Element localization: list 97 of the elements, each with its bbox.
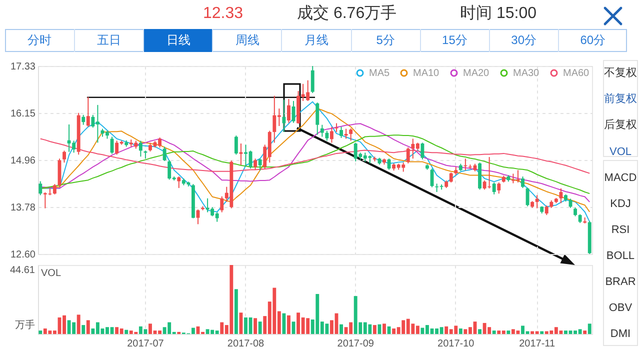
text: 分时	[26, 32, 53, 49]
bar	[234, 289, 238, 334]
candlestick	[177, 176, 181, 189]
bar	[588, 324, 592, 334]
bar	[282, 313, 286, 334]
legend-label: MA30	[513, 68, 540, 79]
bar	[86, 320, 90, 334]
text: 成交 6.76万手	[297, 4, 397, 24]
legend-label: MA10	[413, 68, 440, 79]
candlestick	[254, 158, 258, 170]
text: 时间 15:00	[460, 4, 536, 24]
candlestick	[406, 146, 410, 164]
bar	[258, 322, 262, 334]
x-tick-label: 2017-08	[227, 338, 265, 350]
text: 44.61	[10, 265, 35, 277]
text: BOLL	[605, 249, 636, 263]
candlestick	[325, 130, 329, 142]
y-tick-label: 17.33	[10, 62, 36, 72]
candlestick	[320, 124, 324, 138]
chart-title: VOL	[41, 268, 62, 279]
candlestick	[138, 140, 142, 158]
text: 5分	[350, 29, 420, 52]
bar	[38, 330, 42, 334]
candlestick	[282, 99, 286, 132]
y-tick-label: 12.60	[10, 250, 36, 260]
text: 月线	[281, 29, 351, 52]
line-series	[40, 138, 590, 174]
text: 前复权	[603, 92, 638, 106]
candlestick	[316, 102, 320, 136]
x-tick-label: 2017-09	[337, 338, 374, 350]
line-series	[40, 134, 590, 194]
bar	[340, 324, 343, 334]
y-tick-label: 16.15	[10, 108, 36, 120]
line-series	[40, 123, 590, 202]
y-tick-label: 14.96	[10, 156, 36, 167]
text: 30分	[488, 29, 558, 52]
bar	[382, 324, 386, 334]
text: 万手	[15, 320, 35, 332]
x-tick-label: 2017-11	[519, 338, 556, 350]
candlestick	[535, 194, 539, 209]
candlestick	[62, 150, 66, 164]
bar	[124, 330, 128, 334]
text: KDJ	[609, 197, 632, 211]
candlestick	[287, 98, 290, 124]
candlestick	[330, 126, 334, 144]
bar	[254, 318, 258, 334]
candlestick	[258, 158, 262, 172]
candlestick	[220, 196, 224, 213]
legend-label: MA20	[463, 68, 490, 79]
candlestick	[86, 96, 90, 128]
bar	[492, 330, 496, 334]
candlestick	[497, 182, 501, 194]
bar	[478, 329, 482, 334]
text: 五日	[74, 29, 144, 52]
bar	[540, 331, 544, 334]
x-tick-label: 2017-10	[438, 338, 475, 350]
text: 后复权	[603, 118, 638, 132]
text: 日线	[143, 29, 212, 52]
candlestick	[420, 142, 424, 160]
candlestick	[521, 176, 524, 189]
legend-label: MA60	[563, 68, 590, 79]
candlestick	[340, 126, 343, 138]
candlestick	[234, 135, 238, 156]
bar	[458, 328, 462, 334]
text: BRAR	[604, 275, 637, 289]
bar	[287, 315, 290, 334]
text: VOL	[608, 145, 632, 159]
candlestick	[449, 172, 453, 183]
bar	[372, 325, 376, 334]
x-tick-label: 2017-07	[127, 338, 164, 350]
candlestick	[492, 182, 496, 195]
bar	[506, 330, 510, 334]
bar	[82, 325, 86, 334]
text: 12.33	[203, 4, 244, 24]
candlestick	[239, 143, 243, 166]
candlestick	[82, 114, 86, 126]
y-tick-label: 13.78	[10, 202, 36, 214]
text: 60分	[558, 29, 627, 52]
text: 周线	[212, 29, 282, 52]
text: 不复权	[603, 66, 638, 80]
text: OBV	[608, 301, 634, 315]
candlestick	[544, 205, 548, 216]
text: DMI	[609, 327, 632, 341]
bar	[76, 314, 80, 334]
legend-label: MA5	[369, 68, 390, 79]
candlestick	[349, 128, 353, 142]
candlestick	[559, 188, 563, 204]
candlestick	[334, 122, 338, 132]
candlestick	[162, 146, 166, 162]
text: MACD	[603, 171, 638, 185]
candlestick	[310, 66, 314, 94]
bar	[583, 330, 587, 334]
text: 15分	[420, 29, 489, 52]
candlestick	[38, 180, 42, 196]
text: RSI	[610, 223, 631, 237]
candlestick	[344, 128, 348, 140]
candlestick	[52, 184, 56, 195]
